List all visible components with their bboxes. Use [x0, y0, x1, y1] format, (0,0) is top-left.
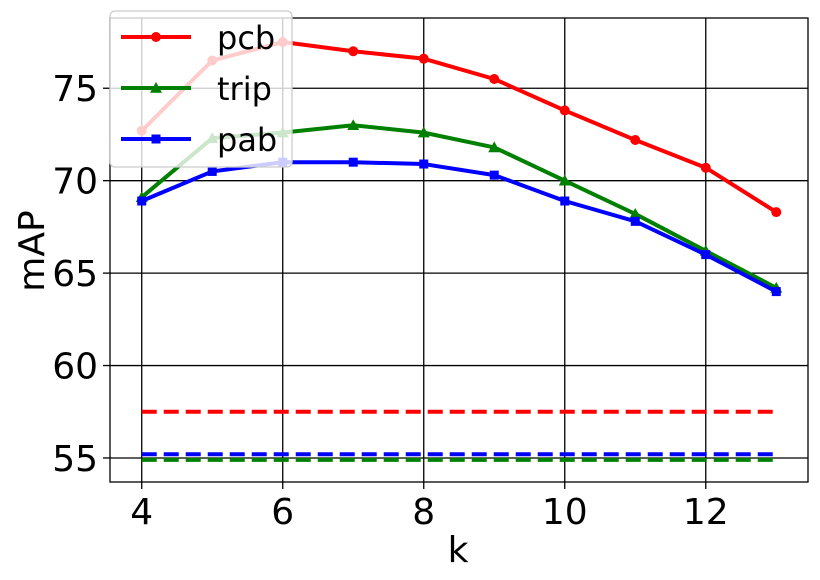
data-point-pab [489, 170, 499, 180]
data-point-pcb [559, 105, 570, 116]
y-tick-label: 65 [52, 254, 98, 295]
data-point-pcb [348, 46, 359, 57]
legend-marker [151, 32, 161, 42]
data-point-pcb [489, 74, 500, 85]
data-point-trip [417, 126, 430, 138]
plot-frame [109, 17, 809, 483]
data-point-pab [419, 159, 429, 169]
baseline-lines [141, 409, 777, 462]
data-point-pab [771, 287, 781, 297]
x-tick-label: 6 [271, 492, 294, 533]
legend-label: pab [217, 121, 277, 159]
series-line-pab [140, 160, 778, 294]
legend-item-pab: pab [121, 121, 277, 159]
y-tick-label: 55 [52, 439, 98, 480]
legend-item-trip: trip [121, 70, 272, 108]
data-point-pab [560, 196, 570, 206]
y-axis-ticks: 55 60 65 70 75 [52, 69, 110, 480]
x-tick-label: 10 [542, 492, 588, 533]
data-point-pab [137, 196, 147, 206]
x-axis-ticks: 4 6 8 10 12 [130, 482, 729, 533]
data-point-pab [348, 157, 358, 167]
x-axis-label: k [448, 530, 469, 571]
data-point-trip [629, 207, 642, 219]
legend-label: trip [217, 70, 272, 108]
legend: pcb trip pab [109, 10, 293, 168]
data-point-trip [488, 141, 501, 153]
x-tick-label: 8 [412, 492, 435, 533]
legend-box [109, 10, 293, 168]
data-point-pcb [700, 162, 711, 173]
legend-item-pcb: pcb [121, 19, 275, 57]
data-point-trip [347, 119, 360, 131]
legend-marker [150, 82, 162, 93]
y-axis-label: mAP [12, 210, 53, 291]
y-tick-label: 75 [52, 69, 98, 110]
legend-marker [151, 134, 161, 144]
data-point-pcb [771, 207, 782, 218]
data-point-pcb [418, 53, 429, 64]
legend-label: pcb [217, 19, 275, 57]
data-point-trip [558, 174, 571, 186]
y-tick-label: 70 [52, 162, 98, 203]
x-tick-label: 12 [683, 492, 729, 533]
series-pab [137, 157, 781, 297]
data-point-pab [207, 166, 217, 176]
data-point-pcb [630, 135, 641, 146]
x-tick-label: 4 [130, 492, 153, 533]
y-tick-label: 60 [52, 347, 98, 388]
data-point-pab [630, 216, 640, 226]
data-point-pab [701, 250, 711, 260]
